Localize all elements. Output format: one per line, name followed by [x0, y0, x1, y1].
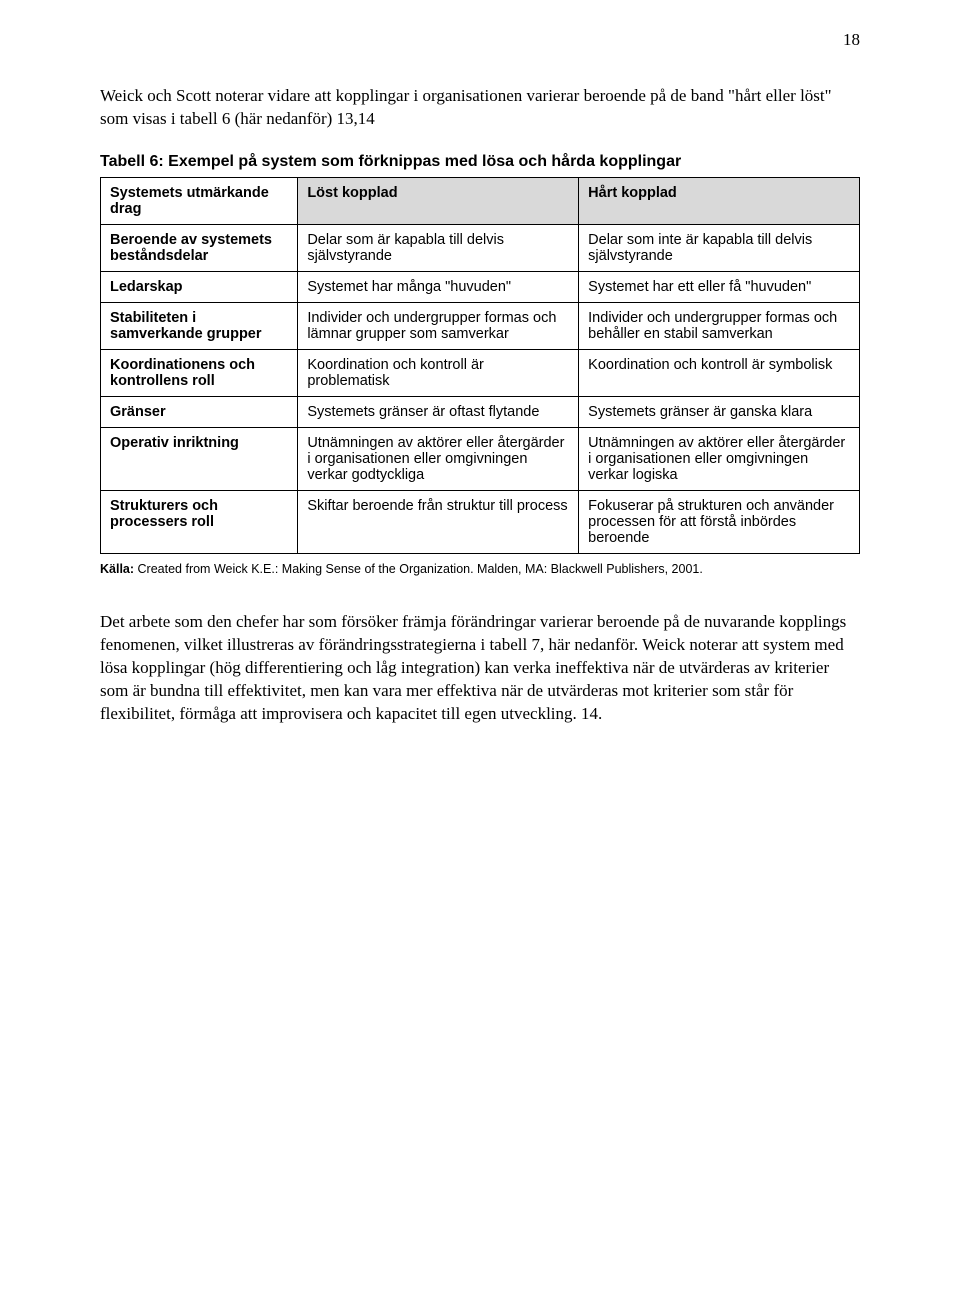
cell-hart: Utnämningen av aktörer eller återgärder …: [579, 427, 860, 490]
source-label: Källa:: [100, 562, 134, 576]
document-page: 18 Weick och Scott noterar vidare att ko…: [0, 0, 960, 1292]
col-header-lost: Löst kopplad: [298, 177, 579, 224]
cell-lost: Koordination och kontroll är problematis…: [298, 349, 579, 396]
cell-hart: Individer och undergrupper formas och be…: [579, 302, 860, 349]
cell-lost: Systemets gränser är oftast flytande: [298, 396, 579, 427]
page-number: 18: [843, 30, 860, 50]
table-source: Källa: Created from Weick K.E.: Making S…: [100, 562, 860, 576]
intro-paragraph: Weick och Scott noterar vidare att koppl…: [100, 85, 860, 131]
table-row: Koordinationens och kontrollens roll Koo…: [101, 349, 860, 396]
row-label: Koordinationens och kontrollens roll: [101, 349, 298, 396]
table-row: Beroende av systemets beståndsdelar Dela…: [101, 224, 860, 271]
row-label: Operativ inriktning: [101, 427, 298, 490]
col-header-hart: Hårt kopplad: [579, 177, 860, 224]
cell-lost: Systemet har många "huvuden": [298, 271, 579, 302]
cell-hart: Koordination och kontroll är symbolisk: [579, 349, 860, 396]
table-row: Strukturers och processers roll Skiftar …: [101, 490, 860, 553]
row-label: Stabiliteten i samverkande grupper: [101, 302, 298, 349]
cell-hart: Fokuserar på strukturen och använder pro…: [579, 490, 860, 553]
cell-lost: Utnämningen av aktörer eller återgärder …: [298, 427, 579, 490]
table-header-row: Systemets utmärkande drag Löst kopplad H…: [101, 177, 860, 224]
source-text: Created from Weick K.E.: Making Sense of…: [138, 562, 703, 576]
row-label: Gränser: [101, 396, 298, 427]
table-title: Tabell 6: Exempel på system som förknipp…: [100, 153, 860, 171]
cell-hart: Delar som inte är kapabla till delvis sj…: [579, 224, 860, 271]
cell-lost: Skiftar beroende från struktur till proc…: [298, 490, 579, 553]
row-label: Beroende av systemets beståndsdelar: [101, 224, 298, 271]
col-header-drag: Systemets utmärkande drag: [101, 177, 298, 224]
cell-lost: Individer och undergrupper formas och lä…: [298, 302, 579, 349]
closing-paragraph: Det arbete som den chefer har som försök…: [100, 611, 860, 726]
cell-hart: Systemet har ett eller få "huvuden": [579, 271, 860, 302]
table-row: Operativ inriktning Utnämningen av aktör…: [101, 427, 860, 490]
row-label: Strukturers och processers roll: [101, 490, 298, 553]
cell-hart: Systemets gränser är ganska klara: [579, 396, 860, 427]
table-row: Ledarskap Systemet har många "huvuden" S…: [101, 271, 860, 302]
table-row: Stabiliteten i samverkande grupper Indiv…: [101, 302, 860, 349]
cell-lost: Delar som är kapabla till delvis självst…: [298, 224, 579, 271]
system-table: Systemets utmärkande drag Löst kopplad H…: [100, 177, 860, 554]
row-label: Ledarskap: [101, 271, 298, 302]
table-row: Gränser Systemets gränser är oftast flyt…: [101, 396, 860, 427]
